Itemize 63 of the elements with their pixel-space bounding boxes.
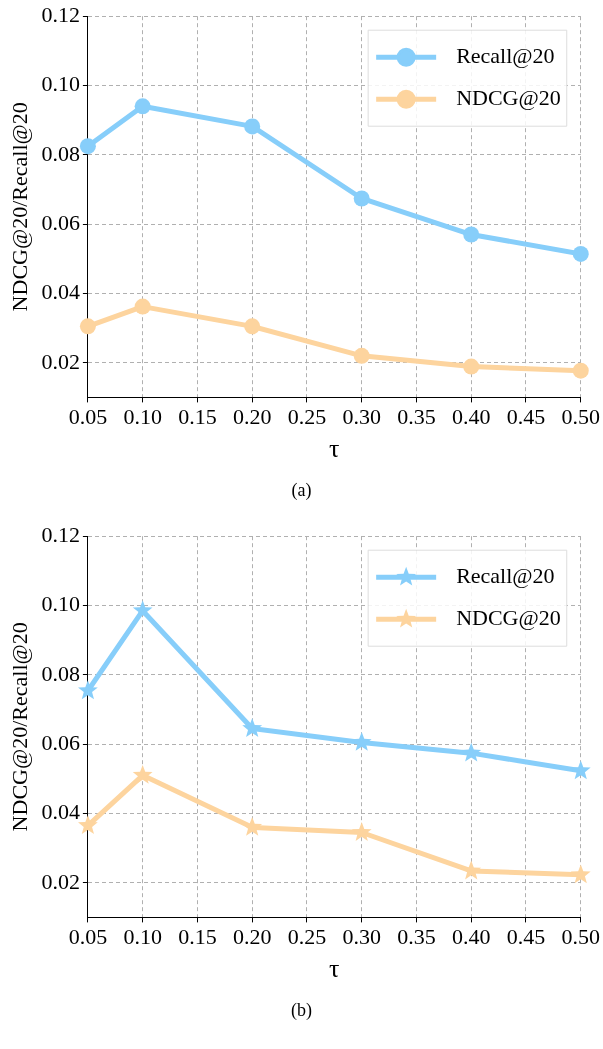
y-tick-label: 0.10 bbox=[41, 591, 80, 617]
point bbox=[572, 245, 589, 262]
y-tick-label: 0.06 bbox=[41, 729, 80, 755]
y-axis-title: NDCG@20/Recall@20 bbox=[6, 102, 32, 312]
x-tick-label: 0.25 bbox=[287, 924, 327, 950]
point bbox=[461, 742, 482, 762]
legend-label: Recall@20 bbox=[456, 42, 555, 68]
point bbox=[353, 190, 370, 207]
x-tick-label: 0.30 bbox=[342, 404, 381, 430]
x-axis-title: τ bbox=[329, 434, 340, 464]
legend-label: Recall@20 bbox=[456, 562, 555, 588]
y-tick-label: 0.12 bbox=[41, 521, 80, 547]
x-axis-title: τ bbox=[329, 954, 340, 984]
point bbox=[132, 600, 153, 620]
point bbox=[132, 764, 153, 784]
point bbox=[79, 318, 96, 335]
legend-label: NDCG@20 bbox=[456, 84, 561, 110]
y-axis-title: NDCG@20/Recall@20 bbox=[6, 622, 32, 832]
x-tick-label: 0.45 bbox=[506, 924, 546, 950]
point bbox=[244, 118, 261, 135]
x-tick-label: 0.35 bbox=[397, 924, 436, 950]
y-tick-label: 0.08 bbox=[41, 660, 80, 686]
point bbox=[134, 98, 151, 115]
point bbox=[463, 358, 480, 375]
x-tick-label: 0.25 bbox=[287, 404, 327, 430]
y-tick-label: 0.10 bbox=[41, 71, 80, 97]
y-tick-label: 0.08 bbox=[41, 140, 80, 166]
point bbox=[570, 864, 591, 884]
x-tick-label: 0.10 bbox=[123, 924, 162, 950]
x-tick-label: 0.10 bbox=[123, 404, 162, 430]
y-tick-label: 0.02 bbox=[41, 348, 80, 374]
y-tick-label: 0.04 bbox=[41, 279, 80, 305]
x-tick-label: 0.20 bbox=[232, 404, 272, 430]
x-tick-label: 0.45 bbox=[506, 404, 546, 430]
point bbox=[244, 318, 261, 335]
x-tick-label: 0.05 bbox=[68, 924, 108, 950]
point bbox=[78, 815, 98, 834]
point bbox=[351, 822, 372, 841]
x-tick-label: 0.05 bbox=[68, 404, 108, 430]
point bbox=[242, 816, 263, 836]
point bbox=[134, 298, 151, 315]
point bbox=[79, 138, 96, 155]
x-tick-label: 0.50 bbox=[561, 924, 600, 950]
point bbox=[78, 680, 98, 700]
y-tick-label: 0.04 bbox=[41, 799, 80, 825]
point bbox=[242, 718, 263, 737]
x-tick-label: 0.50 bbox=[561, 404, 600, 430]
x-tick-label: 0.15 bbox=[178, 924, 217, 950]
y-tick-label: 0.12 bbox=[41, 1, 80, 27]
y-tick-label: 0.06 bbox=[41, 209, 80, 235]
x-tick-label: 0.20 bbox=[232, 924, 272, 950]
x-tick-label: 0.40 bbox=[451, 924, 491, 950]
point bbox=[572, 362, 589, 379]
y-tick-label: 0.02 bbox=[41, 868, 80, 894]
x-tick-label: 0.15 bbox=[178, 404, 217, 430]
text: (a) bbox=[290, 479, 313, 502]
x-tick-label: 0.35 bbox=[397, 404, 436, 430]
point bbox=[353, 347, 370, 364]
legend-label: NDCG@20 bbox=[456, 604, 561, 630]
text: (b) bbox=[290, 999, 313, 1022]
point bbox=[463, 226, 480, 243]
x-tick-label: 0.40 bbox=[451, 404, 491, 430]
x-tick-label: 0.30 bbox=[342, 924, 381, 950]
